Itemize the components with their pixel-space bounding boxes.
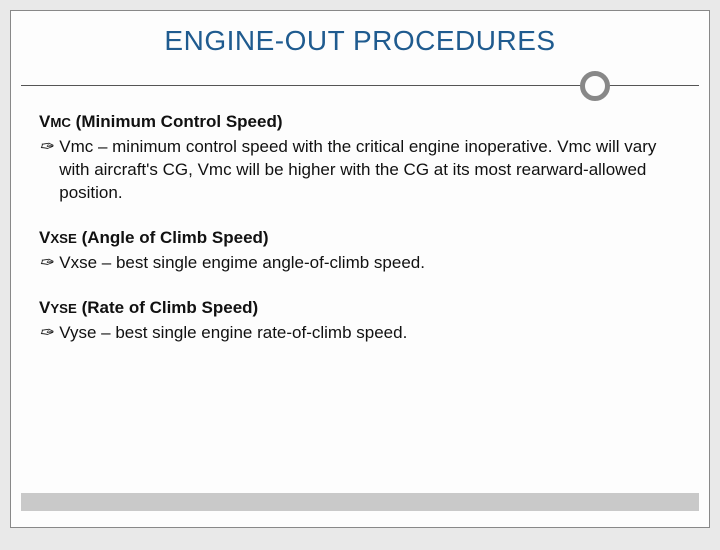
divider-circle-icon [580, 71, 610, 101]
slide-content: VMC (Minimum Control Speed) ✑ Vmc – mini… [11, 107, 709, 345]
heading-prefix: V [39, 112, 50, 131]
heading-rest: (Rate of Climb Speed) [77, 298, 258, 317]
bullet-item: ✑ Vyse – best single engine rate-of-clim… [39, 322, 681, 345]
bullet-text: Vxse – best single engime angle-of-climb… [59, 252, 681, 275]
section-heading: VXSE (Angle of Climb Speed) [39, 227, 681, 250]
section-vyse: VYSE (Rate of Climb Speed) ✑ Vyse – best… [39, 297, 681, 345]
bullet-icon: ✑ [39, 322, 53, 345]
bullet-icon: ✑ [39, 136, 53, 159]
section-heading: VYSE (Rate of Climb Speed) [39, 297, 681, 320]
heading-sub: MC [50, 115, 71, 130]
heading-sub: XSE [50, 231, 77, 246]
title-divider [11, 67, 709, 107]
heading-rest: (Minimum Control Speed) [71, 112, 283, 131]
footer-bar [21, 493, 699, 511]
section-vxse: VXSE (Angle of Climb Speed) ✑ Vxse – bes… [39, 227, 681, 275]
heading-prefix: V [39, 228, 50, 247]
heading-prefix: V [39, 298, 50, 317]
bullet-text: Vyse – best single engine rate-of-climb … [59, 322, 681, 345]
slide: ENGINE-OUT PROCEDURES VMC (Minimum Contr… [10, 10, 710, 528]
bullet-text: Vmc – minimum control speed with the cri… [59, 136, 681, 205]
slide-title: ENGINE-OUT PROCEDURES [11, 11, 709, 67]
section-heading: VMC (Minimum Control Speed) [39, 111, 681, 134]
section-vmc: VMC (Minimum Control Speed) ✑ Vmc – mini… [39, 111, 681, 205]
heading-rest: (Angle of Climb Speed) [77, 228, 269, 247]
heading-sub: YSE [50, 301, 77, 316]
bullet-icon: ✑ [39, 252, 53, 275]
bullet-item: ✑ Vmc – minimum control speed with the c… [39, 136, 681, 205]
bullet-item: ✑ Vxse – best single engime angle-of-cli… [39, 252, 681, 275]
